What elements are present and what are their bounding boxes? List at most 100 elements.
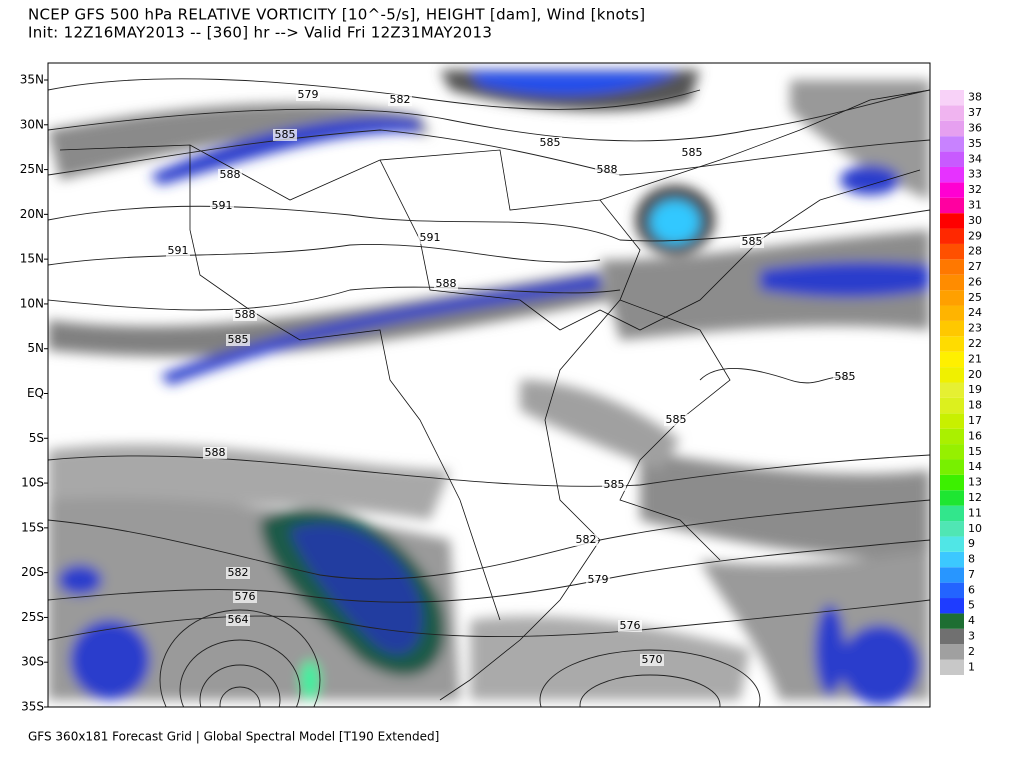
contour-label: 585 (835, 370, 856, 383)
latitude-label: 10N (20, 296, 44, 310)
contour-label: 591 (420, 231, 441, 244)
contour-label: 579 (588, 573, 609, 586)
contour-label: 585 (682, 146, 703, 159)
contour-label-bg (203, 447, 227, 459)
colorbar-label: 34 (968, 152, 982, 165)
contour-label-bg (226, 614, 250, 626)
colorbar-label: 20 (968, 368, 982, 381)
contour-label: 570 (642, 653, 663, 666)
colorbar-label: 6 (968, 583, 975, 596)
vorticity-field: 579 582 585 588 591 591 591 588 588 585 588 585 588 5… (48, 63, 930, 707)
colorbar-cell (940, 243, 964, 260)
colorbar-cell (940, 290, 964, 306)
colorbar-label: 23 (968, 322, 982, 335)
contour-label: 579 (298, 88, 319, 101)
latitude-label: 35N (20, 73, 44, 87)
contour-label-bg (210, 200, 234, 212)
colorbar-cell (940, 459, 964, 475)
colorbar-cell (940, 613, 964, 629)
contour-label-bg (586, 574, 610, 586)
contour-label: 585 (540, 136, 561, 149)
colorbar-cell (940, 120, 964, 137)
contour-label-bg (233, 309, 257, 321)
contour-label-bg (538, 137, 562, 149)
colorbar-label: 1 (968, 660, 975, 673)
colorbar-cell (940, 197, 964, 214)
colorbar-cell (940, 166, 964, 183)
contour-label: 591 (212, 199, 233, 212)
contour-label-bg (618, 620, 642, 632)
colorbar-label: 24 (968, 306, 982, 319)
colorbar-label: 12 (968, 491, 982, 504)
latitude-label: 20S (21, 565, 44, 579)
latitude-label: 10S (21, 476, 44, 490)
contour-label: 585 (666, 413, 687, 426)
contour-label: 585 (742, 235, 763, 248)
contour-label: 576 (235, 590, 256, 603)
colorbar-cell (940, 228, 964, 244)
colorbar-cell (940, 259, 964, 275)
colorbar-label: 15 (968, 445, 982, 458)
contour-label-bg (602, 479, 626, 491)
colorbar-label: 19 (968, 383, 982, 396)
latitude-label: 5N (27, 341, 44, 355)
colorbar-label: 22 (968, 337, 982, 350)
colorbar-label: 31 (968, 198, 982, 211)
contour-label: 588 (220, 168, 241, 181)
colorbar-cell (940, 90, 964, 106)
colorbar-label: 17 (968, 414, 982, 427)
latitude-label: 25N (20, 162, 44, 176)
colorbar-label: 37 (968, 106, 982, 119)
contour-label: 585 (275, 128, 296, 141)
contour-label-bg (233, 591, 257, 603)
colorbar-label: 18 (968, 399, 982, 412)
colorbar-label: 36 (968, 121, 982, 134)
colorbar-label: 38 (968, 91, 982, 104)
colorbar-label: 29 (968, 229, 982, 242)
colorbar-cell (940, 474, 964, 491)
colorbar-cell (940, 505, 964, 522)
map-frame (47, 62, 931, 708)
contour-label-bg (296, 89, 320, 101)
colorbar-cell (940, 628, 964, 645)
colorbar-cell (940, 320, 964, 337)
contour-label: 588 (205, 446, 226, 459)
colorbar-label: 8 (968, 553, 975, 566)
contour-label: 588 (235, 308, 256, 321)
contour-label-bg (418, 232, 442, 244)
colorbar-cell (940, 136, 964, 152)
colorbar-cell (940, 382, 964, 398)
contour-label-bg (595, 164, 619, 176)
colorbar-label: 30 (968, 214, 982, 227)
contour-label-bg (226, 567, 250, 579)
latitude-label: 15S (21, 520, 44, 534)
colorbar-cell (940, 644, 964, 660)
contour-label-bg (740, 236, 764, 248)
latitude-label: 20N (20, 207, 44, 221)
contour-label: 582 (228, 566, 249, 579)
contour-label: 588 (597, 163, 618, 176)
colorbar-cell (940, 351, 964, 368)
colorbar-label: 2 (968, 645, 975, 658)
contour-label-bg (574, 534, 598, 546)
latitude-label: 30N (20, 117, 44, 131)
latitude-label: 5S (29, 431, 44, 445)
colorbar-label: 26 (968, 275, 982, 288)
contour-label: 576 (620, 619, 641, 632)
colorbar-cell (940, 151, 964, 167)
contour-label: 582 (390, 93, 411, 106)
map-subtitle: Init: 12Z16MAY2013 -- [360] hr --> Valid… (28, 24, 492, 42)
colorbar-label: 28 (968, 245, 982, 258)
contour-label: 591 (168, 244, 189, 257)
colorbar-cell (940, 444, 964, 460)
colorbar-label: 16 (968, 429, 982, 442)
contour-label-bg (218, 169, 242, 181)
colorbar-label: 4 (968, 614, 975, 627)
colorbar-cell (940, 551, 964, 568)
contour-label-bg (434, 278, 458, 290)
latitude-label: 35S (21, 700, 44, 714)
colorbar-label: 3 (968, 630, 975, 643)
colorbar-label: 13 (968, 476, 982, 489)
colorbar-cell (940, 305, 964, 321)
